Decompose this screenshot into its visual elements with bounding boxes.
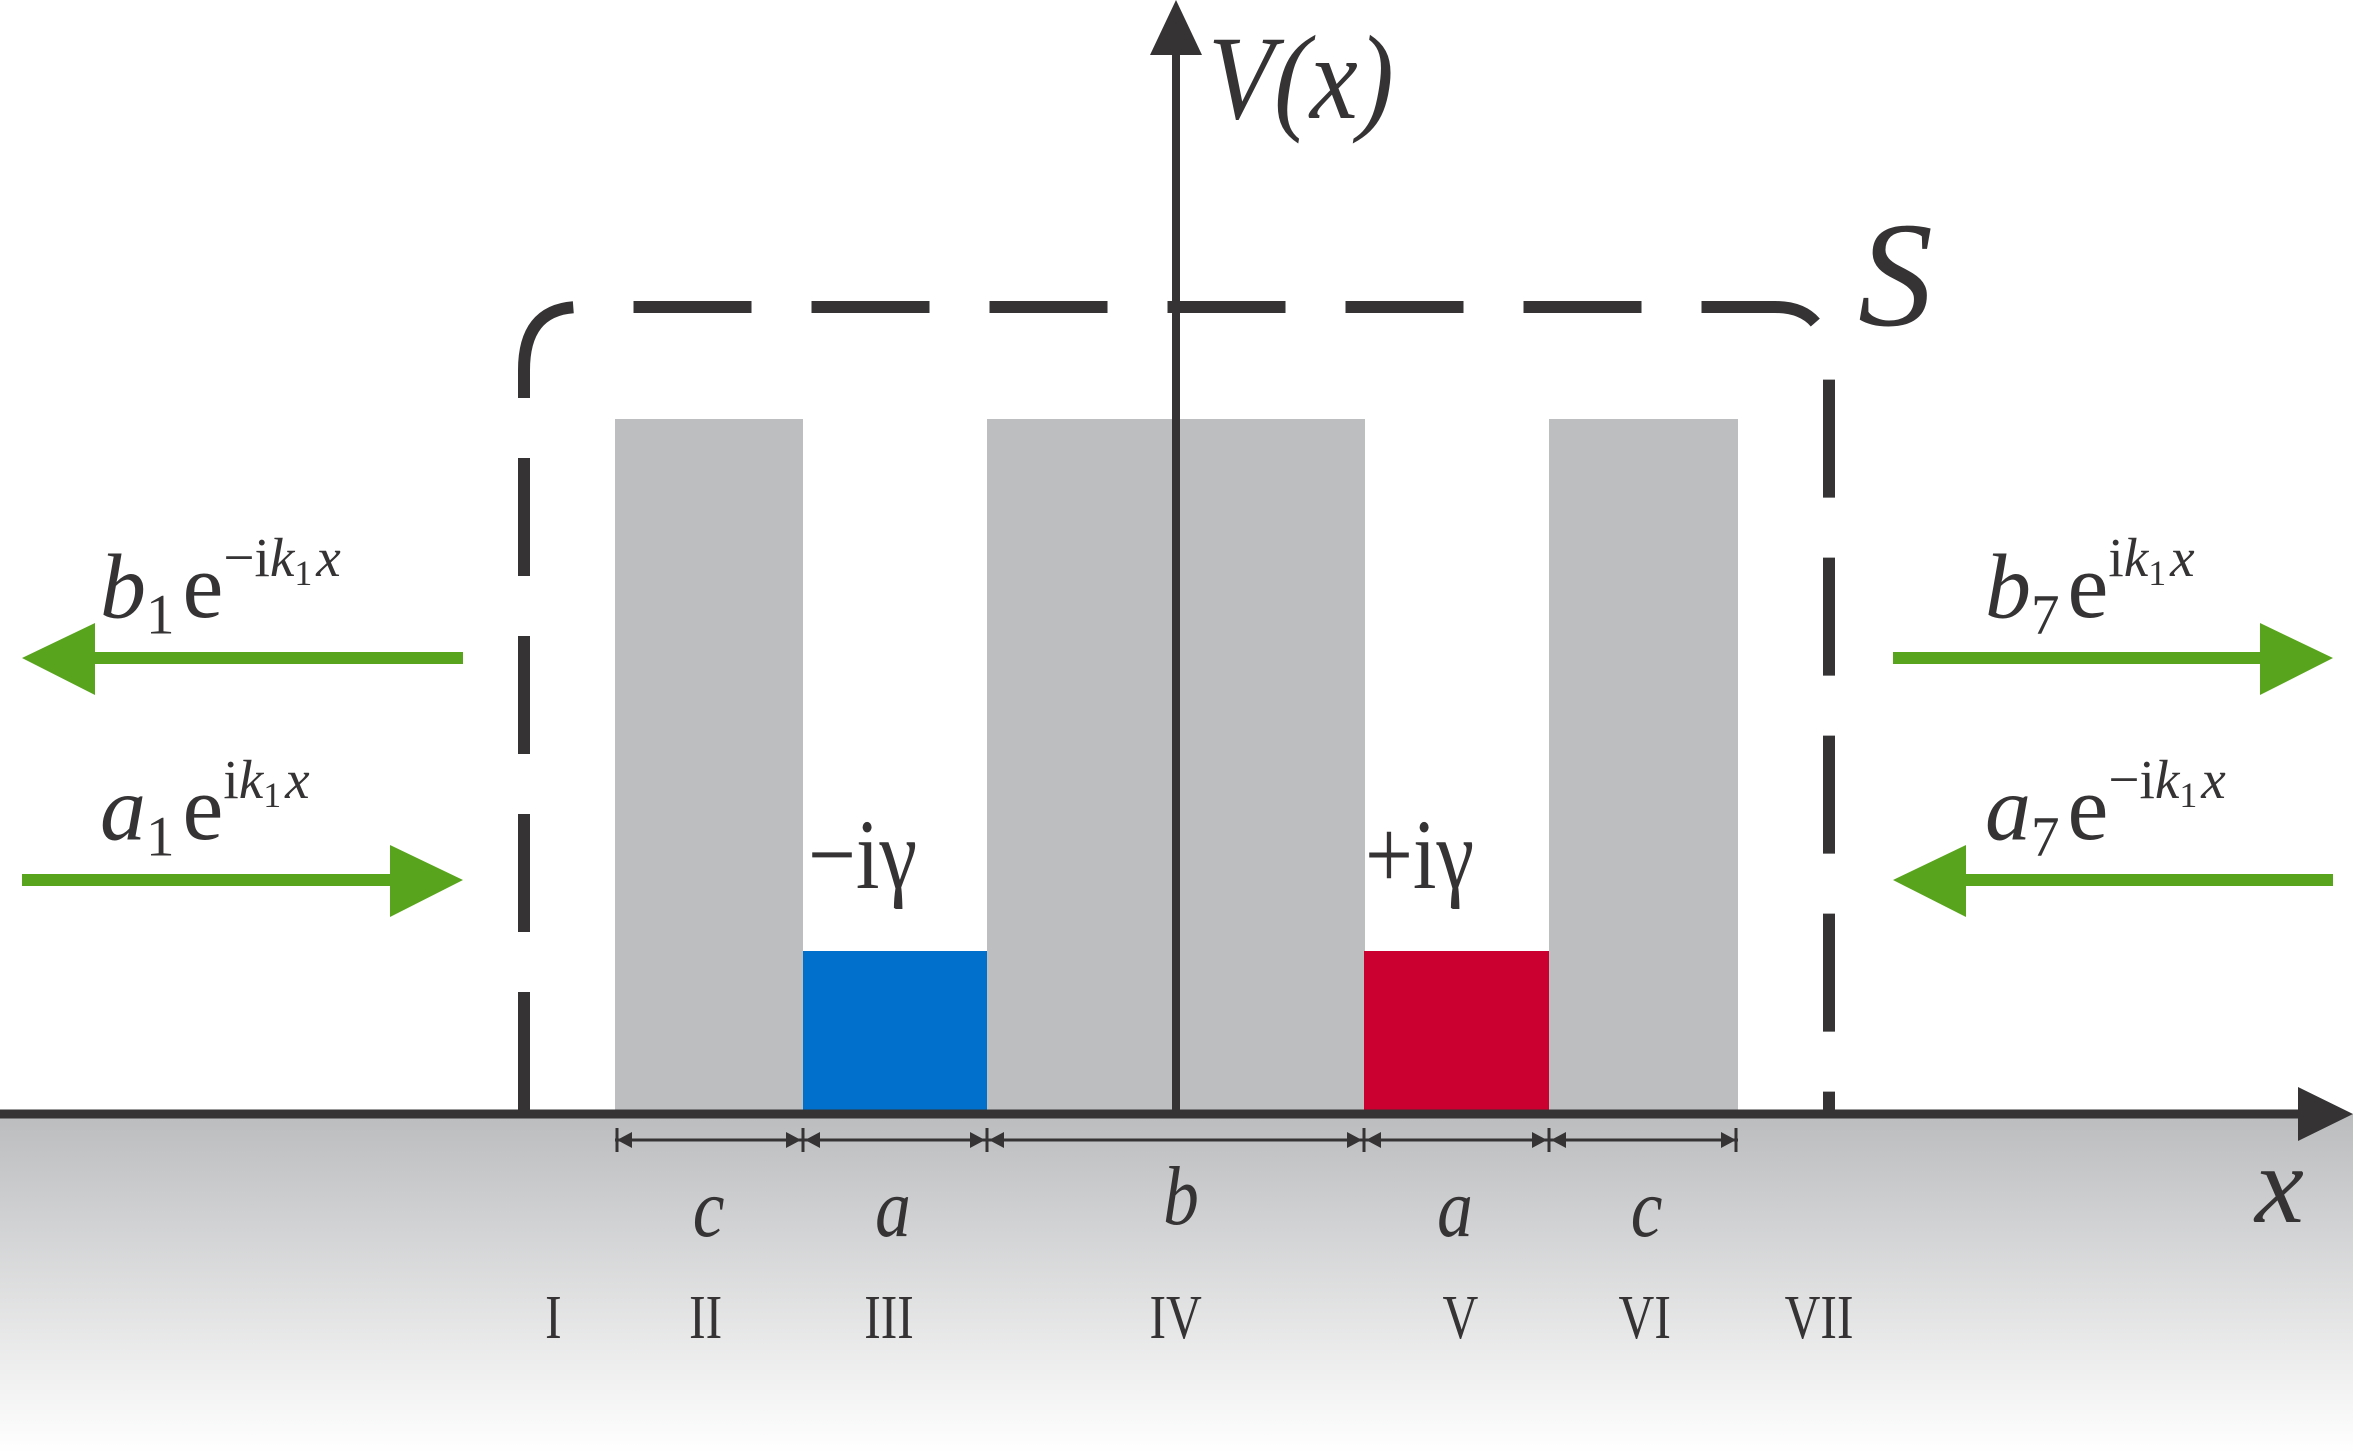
coef-index: 1 (146, 805, 175, 869)
coef: a (100, 757, 146, 860)
x-axis-arrowhead (2298, 1087, 2353, 1141)
region-s-label: S (1858, 192, 1933, 358)
coef: b (1985, 535, 2031, 638)
coef: a (1985, 757, 2031, 860)
wave-label-a1: a1eik1x (100, 752, 310, 865)
exp-base: e (2067, 757, 2109, 860)
region-label-II: II (689, 1284, 723, 1352)
dimension-lines (615, 1128, 1738, 1152)
arrow-right-incoming (1893, 845, 2333, 917)
barrier-region-VI (1549, 419, 1738, 1114)
exponent: ik1x (2108, 527, 2195, 593)
loss-well-region-III (803, 951, 987, 1114)
dim-label-a-left: a (875, 1162, 911, 1255)
gain-well-label: +iγ (1365, 799, 1475, 910)
exp-base: e (2067, 535, 2109, 638)
wave-label-b7: b7eik1x (1985, 530, 2195, 643)
coef-index: 7 (2031, 805, 2060, 869)
coef-index: 1 (146, 583, 175, 647)
dim-label-c-left: c (692, 1162, 725, 1255)
region-label-III: III (864, 1284, 914, 1352)
arrow-left-incoming (22, 845, 463, 917)
region-label-V: V (1442, 1284, 1479, 1352)
gain-well-region-V (1364, 951, 1549, 1114)
x-axis-label: x (2255, 1124, 2304, 1246)
exponent: −ik1x (223, 527, 341, 593)
dim-label-b: b (1163, 1150, 1199, 1243)
dim-label-a-right: a (1437, 1162, 1473, 1255)
coef-index: 7 (2031, 583, 2060, 647)
dim-label-c-right: c (1630, 1162, 1663, 1255)
arrow-left-outgoing (22, 623, 463, 695)
loss-well-label: −iγ (808, 799, 918, 910)
arrow-right-outgoing (1893, 623, 2333, 695)
wave-label-b1: b1e−ik1x (100, 530, 341, 643)
region-label-VI: VI (1618, 1284, 1671, 1352)
exp-base: e (182, 757, 224, 860)
y-axis-arrowhead (1150, 0, 1202, 55)
region-label-VII: VII (1784, 1284, 1854, 1352)
region-label-I: I (545, 1284, 562, 1352)
exp-base: e (182, 535, 224, 638)
barrier-region-II (615, 419, 803, 1114)
exponent: ik1x (223, 749, 310, 815)
wave-label-a7: a7e−ik1x (1985, 752, 2226, 865)
y-axis-label: V(x) (1208, 11, 1394, 144)
coef: b (100, 535, 146, 638)
region-label-IV: IV (1149, 1284, 1202, 1352)
exponent: −ik1x (2108, 749, 2226, 815)
ground-shading (0, 1114, 2353, 1453)
